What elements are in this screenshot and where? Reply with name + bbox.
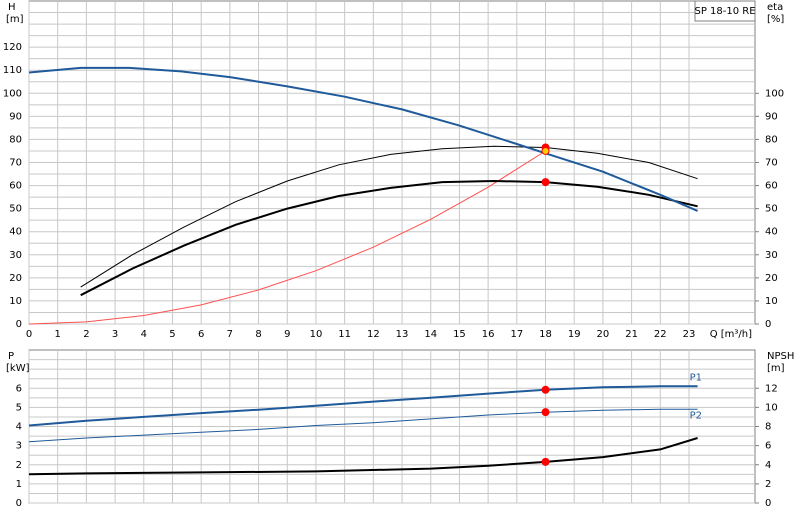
y2-tick-label: 100 bbox=[765, 88, 784, 99]
y-tick-label: 50 bbox=[9, 204, 22, 215]
y-axis-unit: [kW] bbox=[6, 363, 30, 374]
y-axis-label: H bbox=[8, 2, 16, 13]
x-tick-label: 22 bbox=[654, 329, 667, 340]
y2-tick-label: 2 bbox=[765, 479, 771, 490]
x-tick-label: 1 bbox=[55, 329, 61, 340]
y2-axis-label: NPSH bbox=[767, 351, 794, 362]
x-tick-label: 9 bbox=[284, 329, 290, 340]
x-tick-label: 18 bbox=[539, 329, 552, 340]
x-tick-label: 8 bbox=[255, 329, 261, 340]
x-tick-label: 6 bbox=[198, 329, 204, 340]
y-tick-label: 60 bbox=[9, 181, 22, 192]
y-tick-label: 90 bbox=[9, 111, 22, 122]
y-tick-label: 5 bbox=[16, 402, 22, 413]
y-tick-label: 2 bbox=[16, 460, 22, 471]
curve bbox=[28, 437, 698, 476]
x-axis-label: Q [m³/h] bbox=[710, 329, 752, 340]
y2-tick-label: 80 bbox=[765, 134, 778, 145]
curve bbox=[80, 179, 698, 297]
x-tick-label: 2 bbox=[83, 329, 89, 340]
y2-tick-label: 4 bbox=[765, 460, 771, 471]
y-tick-label: 3 bbox=[16, 441, 22, 452]
x-tick-label: 17 bbox=[510, 329, 523, 340]
x-tick-label: 3 bbox=[112, 329, 118, 340]
y2-tick-label: 70 bbox=[765, 158, 778, 169]
y-tick-label: 0 bbox=[16, 319, 22, 330]
x-tick-label: 23 bbox=[683, 329, 696, 340]
legend-box bbox=[694, 0, 756, 22]
y2-axis-label: eta bbox=[767, 2, 783, 13]
y-tick-label: 120 bbox=[3, 42, 22, 53]
y2-tick-label: 8 bbox=[765, 422, 771, 433]
y-tick-label: 4 bbox=[16, 422, 22, 433]
y2-tick-label: 10 bbox=[765, 402, 778, 413]
x-tick-label: 4 bbox=[141, 329, 147, 340]
x-tick-label: 14 bbox=[424, 329, 437, 340]
x-tick-label: 20 bbox=[597, 329, 610, 340]
y-tick-label: 10 bbox=[9, 296, 22, 307]
y2-tick-label: 20 bbox=[765, 273, 778, 284]
y2-tick-label: 10 bbox=[765, 296, 778, 307]
y2-tick-label: 0 bbox=[765, 319, 771, 330]
series-label: P2 bbox=[690, 410, 702, 421]
operating-point bbox=[541, 457, 550, 466]
curve bbox=[28, 385, 698, 427]
y-tick-label: 40 bbox=[9, 227, 22, 238]
y-tick-label: 70 bbox=[9, 158, 22, 169]
x-tick-label: 11 bbox=[338, 329, 351, 340]
curve bbox=[80, 145, 698, 288]
operating-point bbox=[541, 408, 550, 417]
x-tick-label: 5 bbox=[169, 329, 175, 340]
x-tick-label: 7 bbox=[227, 329, 233, 340]
y2-tick-label: 40 bbox=[765, 227, 778, 238]
x-tick-label: 0 bbox=[26, 329, 32, 340]
x-tick-label: 15 bbox=[453, 329, 466, 340]
y-tick-label: 110 bbox=[3, 65, 22, 76]
x-tick-label: 16 bbox=[482, 329, 495, 340]
y-tick-label: 80 bbox=[9, 134, 22, 145]
y2-tick-label: 12 bbox=[765, 383, 778, 394]
series-label: P1 bbox=[690, 372, 702, 383]
x-tick-label: 13 bbox=[396, 329, 409, 340]
operating-point bbox=[541, 178, 550, 187]
curve bbox=[28, 150, 546, 325]
y2-tick-label: 60 bbox=[765, 181, 778, 192]
y-axis-unit: [m] bbox=[6, 14, 24, 25]
operating-point bbox=[541, 385, 550, 394]
curve bbox=[28, 66, 698, 212]
y-tick-label: 6 bbox=[16, 383, 22, 394]
x-tick-label: 10 bbox=[310, 329, 323, 340]
y2-tick-label: 30 bbox=[765, 250, 778, 261]
y2-axis-unit: [m] bbox=[767, 363, 785, 374]
y2-tick-label: 6 bbox=[765, 441, 771, 452]
x-tick-label: 21 bbox=[625, 329, 638, 340]
y2-tick-label: 0 bbox=[765, 498, 771, 509]
curve bbox=[28, 408, 698, 443]
x-tick-label: 12 bbox=[367, 329, 380, 340]
chart-title: SP 18-10 RE bbox=[694, 6, 755, 17]
y2-tick-label: 50 bbox=[765, 204, 778, 215]
y2-tick-label: 90 bbox=[765, 111, 778, 122]
y2-axis-unit: [%] bbox=[767, 14, 784, 25]
y-axis-label: P bbox=[8, 351, 14, 362]
operating-point bbox=[541, 146, 550, 155]
x-tick-label: 19 bbox=[568, 329, 581, 340]
y-tick-label: 1 bbox=[16, 479, 22, 490]
y-tick-label: 100 bbox=[3, 88, 22, 99]
y-tick-label: 20 bbox=[9, 273, 22, 284]
y-tick-label: 30 bbox=[9, 250, 22, 261]
y-tick-label: 0 bbox=[16, 498, 22, 509]
